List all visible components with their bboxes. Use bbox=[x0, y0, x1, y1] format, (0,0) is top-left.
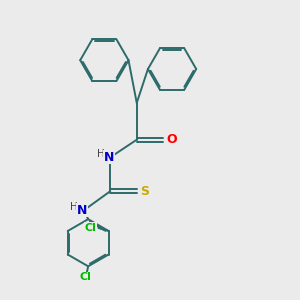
Text: S: S bbox=[140, 185, 149, 198]
Text: Cl: Cl bbox=[84, 223, 96, 233]
Text: Cl: Cl bbox=[79, 272, 91, 283]
Text: O: O bbox=[166, 133, 177, 146]
Text: N: N bbox=[77, 204, 88, 217]
Text: N: N bbox=[103, 151, 114, 164]
Text: H: H bbox=[97, 149, 105, 159]
Text: H: H bbox=[70, 202, 78, 212]
